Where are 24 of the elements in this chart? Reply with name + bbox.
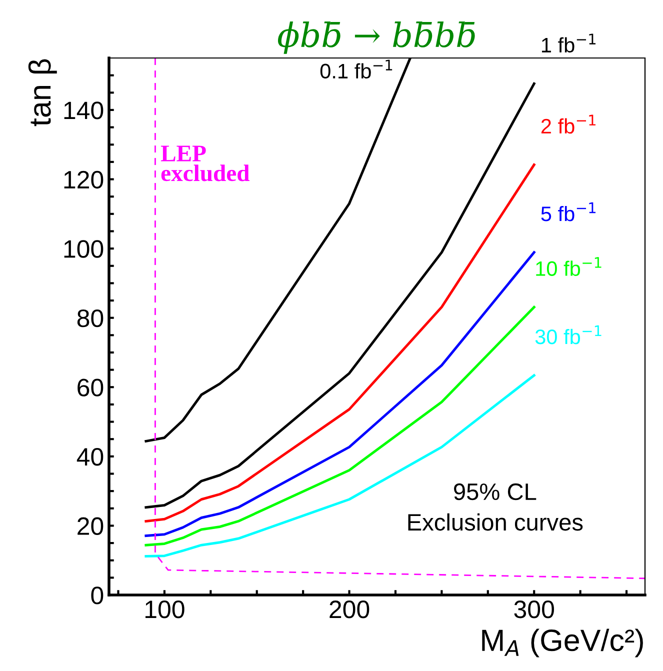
x-tick-label: 100 [146,600,184,618]
series-label: 10 fb$^{−1}$ [536,257,602,276]
series-label: LEP excluded [160,146,250,182]
y-axis-title: tan β [28,59,57,126]
series-label: 0.1 fb$^{−1}$ [320,60,392,79]
y-tick-label: 120 [64,170,104,189]
y-tick-label: 140 [64,102,104,120]
y-tick-label: 40 [76,448,104,466]
y-tick-label: 100 [64,240,104,258]
line-series [144,82,536,509]
series-label: 30 fb$^{−1}$ [535,325,602,344]
series-label: 1 fb$^{−1}$ [542,34,596,53]
x-tick-label: 200 [330,600,370,618]
y-tick-label: 60 [78,378,104,396]
chart-title: ϕbb̄ → bb̄bb̄ [278,22,475,54]
annotation: 95% CL Exclusion curves [408,483,583,531]
line-series [154,58,645,580]
x-tick-label: 300 [514,600,554,618]
y-tick-label: 20 [78,517,104,536]
y-tick-label: 0 [91,586,104,604]
x-axis-title: M$_{A}$ (GeV/c²) [482,628,643,658]
y-tick-label: 80 [77,309,104,328]
series-label: 2 fb$^{−1}$ [541,114,596,134]
series-label: 5 fb$^{−1}$ [541,202,596,222]
